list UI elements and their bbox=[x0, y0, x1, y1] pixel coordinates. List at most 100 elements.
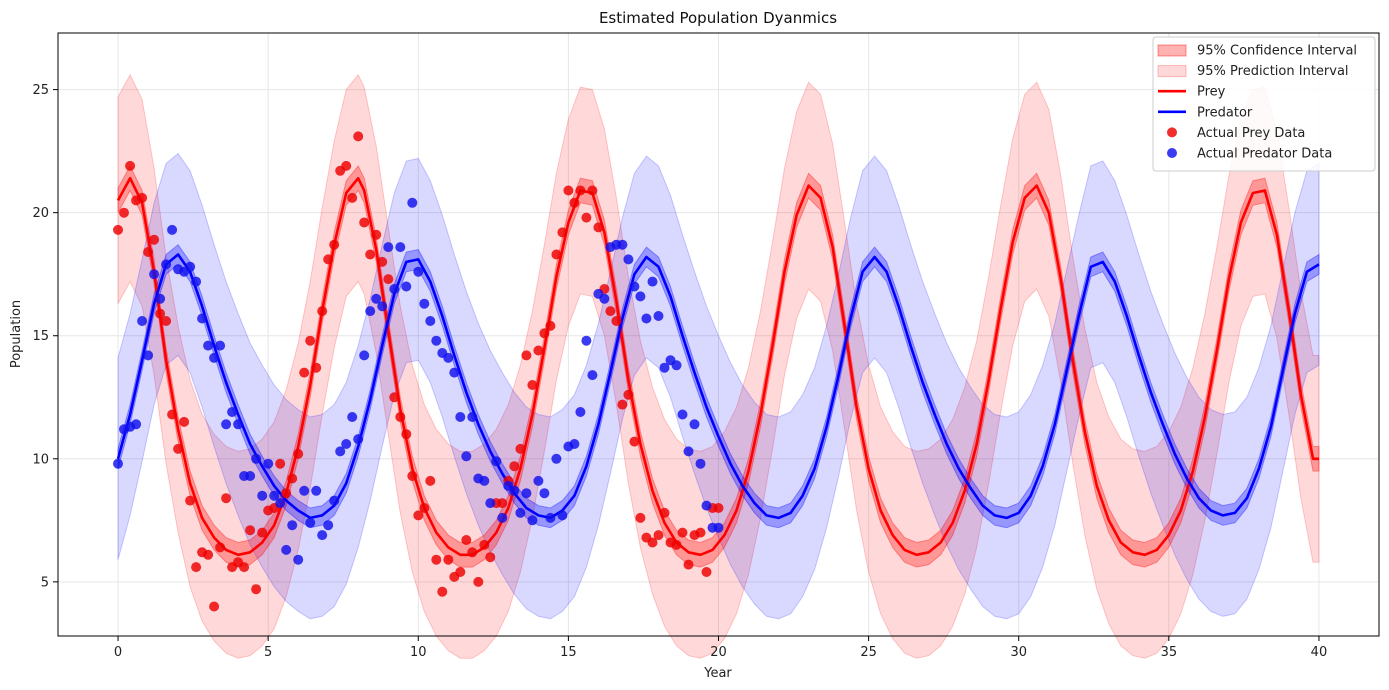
predator-data-point bbox=[629, 281, 640, 292]
prey-data-point bbox=[161, 316, 172, 326]
predator-data-point bbox=[137, 316, 148, 326]
x-tick-label: 15 bbox=[560, 645, 577, 660]
prey-data-point bbox=[431, 554, 442, 565]
prey-data-point bbox=[395, 412, 406, 422]
prey-data-point bbox=[287, 473, 298, 484]
predator-line bbox=[116, 253, 1320, 520]
prey-data-point bbox=[425, 475, 436, 486]
predator-data-point bbox=[281, 544, 292, 555]
legend-item: 95% Confidence Interval bbox=[1157, 44, 1357, 59]
prey-data-point bbox=[383, 274, 394, 285]
prey-data-point bbox=[317, 306, 328, 317]
prey-data-point bbox=[209, 601, 220, 612]
predator-data-point bbox=[365, 306, 376, 317]
predator-data-point bbox=[353, 434, 364, 445]
predator-data-point bbox=[131, 419, 142, 430]
predator-data-point bbox=[683, 446, 694, 457]
y-axis-label: Population bbox=[9, 300, 24, 368]
predator-data-point bbox=[401, 281, 412, 292]
prey-data-point bbox=[221, 493, 232, 504]
prey-data-point bbox=[167, 409, 178, 420]
predator-data-point bbox=[251, 453, 262, 464]
predator-data-point bbox=[557, 510, 568, 521]
prey-data-point bbox=[245, 525, 256, 536]
predator-data-point bbox=[695, 458, 706, 469]
predator-data-point bbox=[155, 293, 166, 304]
prey-data-point bbox=[593, 222, 604, 233]
prey-data-point bbox=[479, 539, 490, 550]
prey-data-point bbox=[155, 308, 166, 319]
prey-data-point bbox=[443, 554, 454, 565]
predator-data-point bbox=[539, 488, 550, 499]
predator-data-point bbox=[635, 291, 646, 302]
legend-label: 95% Confidence Interval bbox=[1197, 44, 1357, 59]
predator-data-point bbox=[647, 276, 658, 287]
prey-data-point bbox=[371, 229, 382, 240]
predator-data-point bbox=[341, 439, 352, 449]
prey-data-point bbox=[683, 559, 694, 570]
legend-item: 95% Prediction Interval bbox=[1157, 64, 1349, 79]
x-tick-label: 0 bbox=[114, 645, 122, 660]
prey-data-point bbox=[605, 306, 616, 317]
legend-item: Actual Predator Data bbox=[1167, 147, 1332, 162]
prey-data-point bbox=[653, 530, 664, 541]
legend-label: Prey bbox=[1197, 85, 1226, 100]
prey-data-point bbox=[341, 160, 352, 171]
predator-data-point bbox=[455, 412, 466, 422]
predator-data-point bbox=[569, 439, 580, 449]
prey-data-point bbox=[635, 512, 646, 523]
prey-data-point bbox=[275, 458, 286, 469]
predator-data-point bbox=[587, 370, 598, 381]
legend-label: Actual Predator Data bbox=[1197, 147, 1332, 162]
predator-data-point bbox=[359, 350, 370, 361]
prey-data-point bbox=[671, 539, 682, 550]
x-tick-label: 5 bbox=[264, 645, 272, 660]
prey-data-point bbox=[509, 461, 520, 472]
predator-data-point bbox=[497, 512, 508, 523]
predator-data-point bbox=[347, 412, 358, 422]
legend: 95% Confidence Interval 95% Prediction In… bbox=[1152, 36, 1376, 172]
prey-data-point bbox=[191, 562, 202, 573]
legend-label: 95% Prediction Interval bbox=[1197, 64, 1349, 79]
y-tick-label: 10 bbox=[32, 452, 49, 467]
predator-data-point bbox=[689, 419, 700, 430]
prey-data-point bbox=[419, 503, 430, 513]
prey-data-point bbox=[701, 567, 712, 577]
chart-title: Estimated Population Dyanmics bbox=[599, 9, 837, 27]
predator-data-point bbox=[521, 488, 532, 499]
prey-data-point bbox=[611, 316, 622, 326]
y-tick-label: 15 bbox=[32, 329, 49, 344]
predator-data-point bbox=[305, 517, 316, 528]
predator-data-point bbox=[599, 293, 610, 304]
predator-data-point bbox=[161, 259, 172, 270]
prey-data-point bbox=[551, 249, 562, 260]
prey-line bbox=[116, 176, 1319, 557]
predator-data-point bbox=[257, 490, 268, 501]
predator-data-point bbox=[245, 471, 256, 481]
prey-data-point bbox=[533, 345, 544, 356]
prey-confidence-interval bbox=[117, 164, 1320, 568]
prey-data-point bbox=[473, 576, 484, 587]
prey-data-point bbox=[251, 584, 262, 595]
prey-data-point bbox=[713, 503, 724, 513]
prey-data-point bbox=[179, 416, 190, 427]
prey-data-point bbox=[377, 256, 388, 267]
prey-data-point bbox=[569, 197, 580, 208]
prey-data-point bbox=[677, 527, 688, 538]
y-tick-label: 25 bbox=[32, 83, 49, 98]
predator-data-point bbox=[407, 197, 418, 208]
prey-data-point bbox=[557, 227, 568, 238]
predator-data-point bbox=[299, 485, 310, 496]
prey-data-point bbox=[563, 185, 574, 196]
prey-data-point bbox=[515, 443, 526, 454]
x-tick-label: 20 bbox=[710, 645, 727, 660]
prey-data-point bbox=[137, 192, 148, 203]
predator-data-point bbox=[431, 335, 442, 346]
prey-data-point bbox=[461, 535, 472, 545]
x-tick-label: 40 bbox=[1311, 645, 1328, 660]
predator-data-point bbox=[509, 485, 520, 496]
predator-data-point bbox=[377, 301, 388, 312]
prey-data-point bbox=[281, 488, 292, 499]
predator-data-point bbox=[203, 340, 214, 351]
predator-data-point bbox=[323, 520, 334, 531]
